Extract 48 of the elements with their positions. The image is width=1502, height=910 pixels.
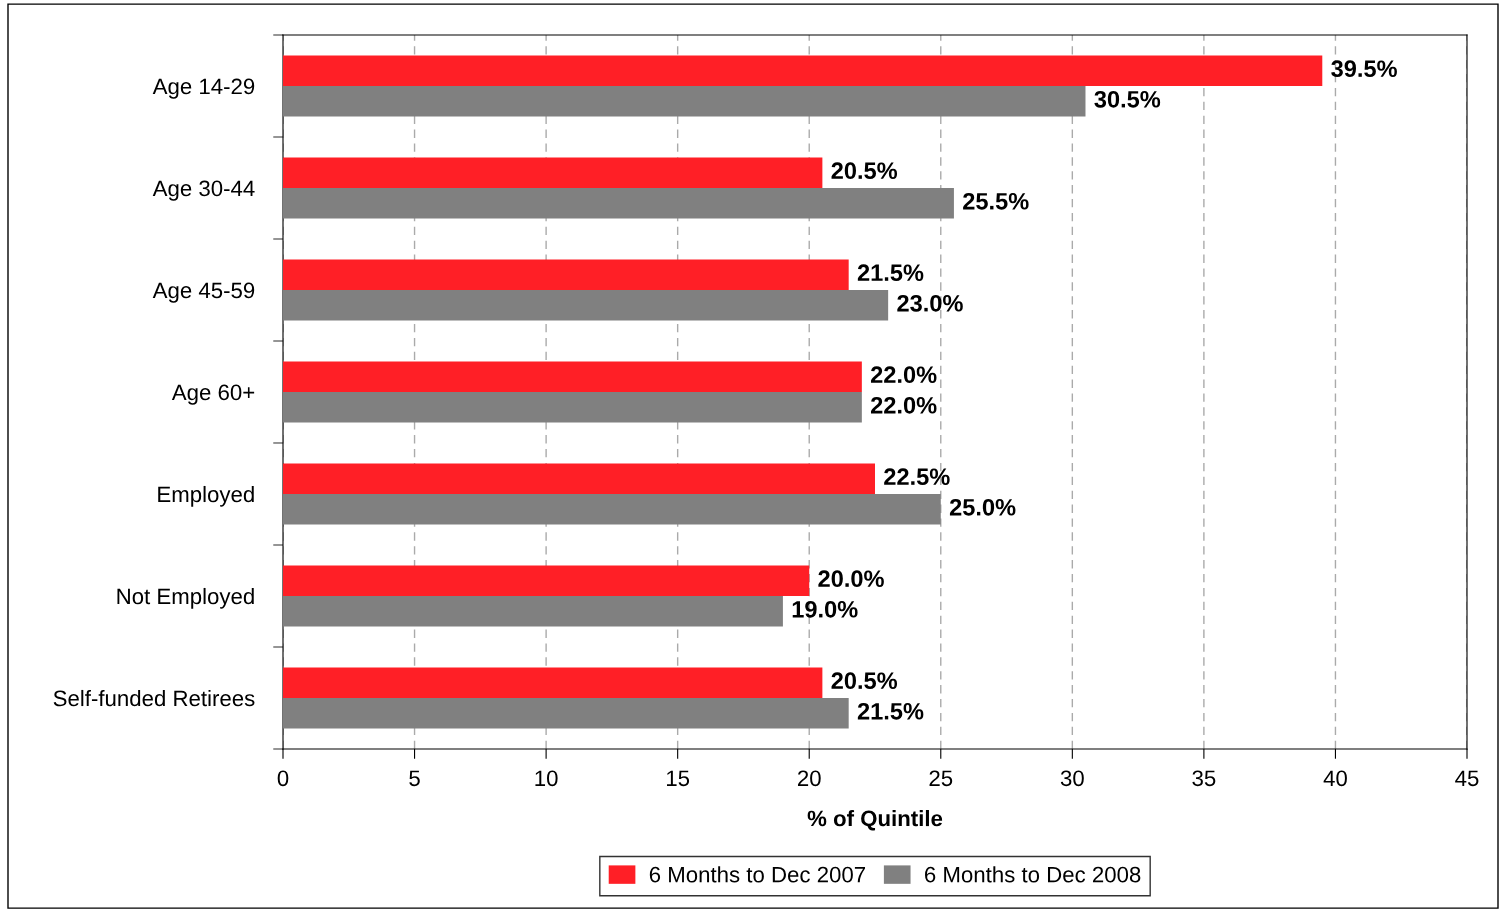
bar: [283, 290, 889, 321]
x-tick-label: 40: [1323, 770, 1347, 787]
data-label: 23.0%: [897, 294, 963, 312]
x-axis-title: % of Quintile: [807, 809, 943, 831]
y-tick-label: Age 45-59: [152, 282, 255, 303]
x-tick-label: 30: [1060, 770, 1084, 787]
bar: [283, 494, 941, 525]
data-label: 25.5%: [963, 192, 1029, 210]
data-label: 22.0%: [871, 366, 937, 384]
bar: [283, 463, 875, 494]
bar: [283, 565, 810, 596]
bar: [283, 361, 862, 392]
x-tick-label: 25: [929, 770, 953, 787]
data-label: 21.5%: [857, 702, 924, 720]
x-tick-label: 45: [1455, 770, 1479, 787]
y-tick-label: Age 30-44: [152, 180, 255, 201]
x-tick-label: 20: [797, 770, 821, 787]
data-label: 20.0%: [818, 570, 884, 588]
y-tick-label: Not Employed: [117, 587, 254, 609]
bar: [283, 259, 849, 290]
bar: [283, 596, 783, 627]
y-tick-label: Employed: [158, 485, 254, 507]
bar: [283, 188, 954, 219]
y-tick-label: Age 14-29: [152, 78, 255, 99]
x-tick-label: 15: [667, 770, 690, 787]
data-label: 39.5%: [1331, 60, 1397, 78]
data-label: 20.5%: [831, 162, 898, 180]
data-label: 25.0%: [949, 498, 1016, 516]
x-tick-label: 0: [277, 770, 289, 787]
bar: [283, 157, 823, 188]
y-tick-label: Age 60+: [171, 384, 255, 405]
x-tick-label: 5: [409, 770, 420, 787]
legend-label: 6 Months to Dec 2008: [925, 866, 1141, 883]
bar: [283, 55, 1323, 86]
data-label: 20.5%: [831, 672, 898, 690]
bar: [283, 698, 849, 729]
data-label: 19.0%: [792, 600, 858, 618]
data-label: 22.5%: [884, 468, 950, 486]
bar: [283, 667, 823, 698]
legend-label: 6 Months to Dec 2007: [649, 866, 866, 883]
data-label: 22.0%: [871, 396, 937, 414]
x-tick-label: 35: [1192, 770, 1216, 787]
x-tick-label: 10: [535, 770, 558, 787]
data-label: 21.5%: [857, 264, 924, 282]
bar: [283, 86, 1086, 117]
data-label: 30.5%: [1094, 90, 1161, 108]
bar: [283, 392, 862, 423]
y-tick-label: Self-funded Retirees: [53, 689, 255, 707]
